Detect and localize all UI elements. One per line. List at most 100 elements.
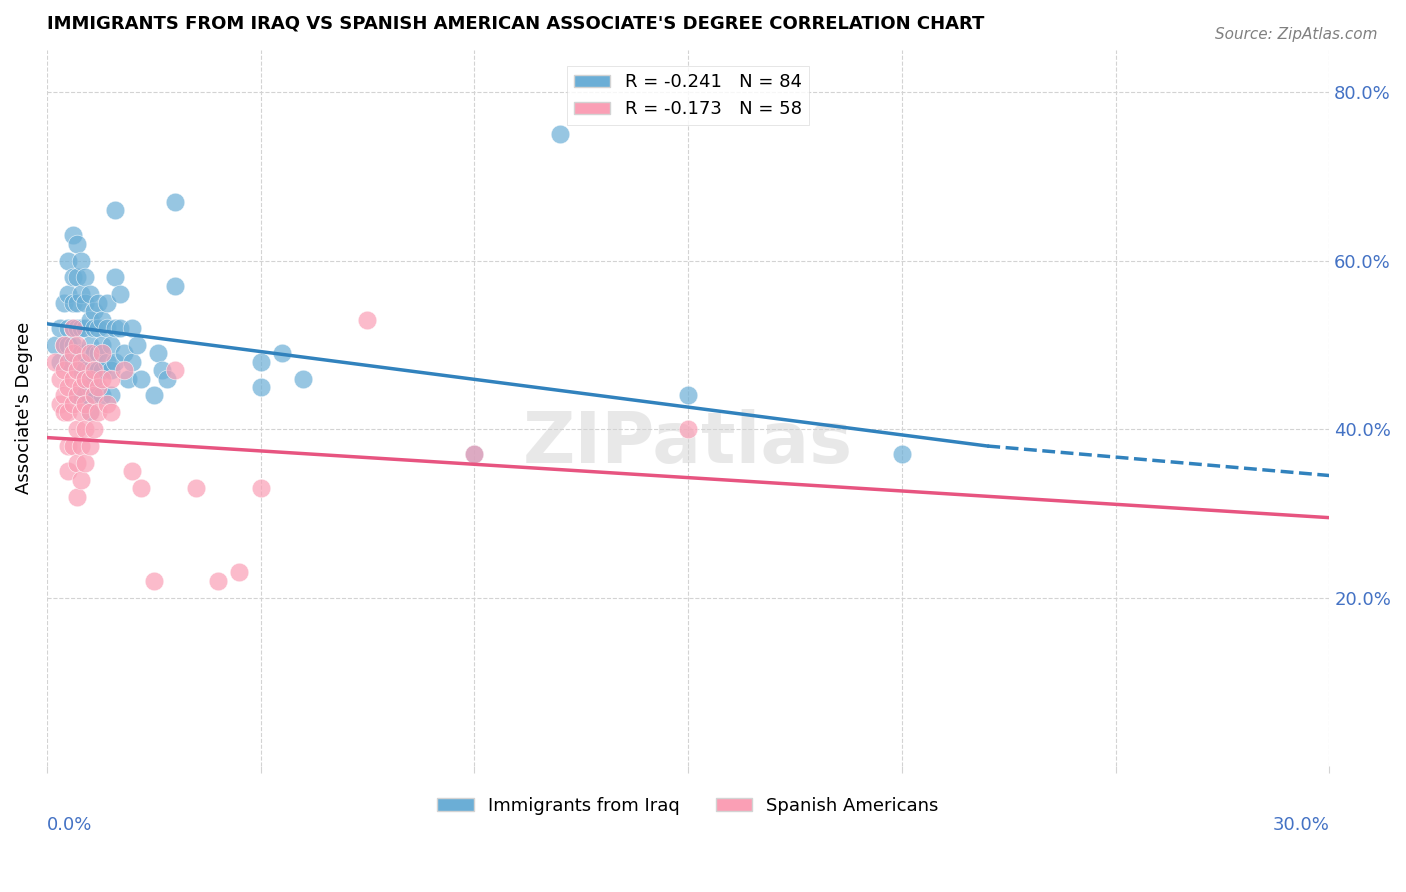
Point	[83, 346, 105, 360]
Point	[53, 363, 76, 377]
Point	[66, 363, 89, 377]
Point	[292, 371, 315, 385]
Y-axis label: Associate's Degree: Associate's Degree	[15, 322, 32, 494]
Point	[129, 481, 152, 495]
Point	[70, 473, 93, 487]
Point	[44, 338, 66, 352]
Point	[62, 321, 84, 335]
Point	[75, 388, 97, 402]
Point	[53, 338, 76, 352]
Point	[58, 338, 80, 352]
Point	[87, 380, 110, 394]
Point	[676, 422, 699, 436]
Point	[48, 371, 70, 385]
Point	[66, 456, 89, 470]
Point	[62, 346, 84, 360]
Point	[125, 338, 148, 352]
Point	[75, 371, 97, 385]
Point	[70, 321, 93, 335]
Point	[96, 355, 118, 369]
Text: ZIPatlas: ZIPatlas	[523, 409, 853, 478]
Point	[70, 439, 93, 453]
Point	[70, 253, 93, 268]
Point	[66, 355, 89, 369]
Point	[53, 295, 76, 310]
Point	[48, 397, 70, 411]
Point	[62, 321, 84, 335]
Point	[62, 270, 84, 285]
Point	[75, 397, 97, 411]
Point	[87, 363, 110, 377]
Point	[75, 363, 97, 377]
Text: IMMIGRANTS FROM IRAQ VS SPANISH AMERICAN ASSOCIATE'S DEGREE CORRELATION CHART: IMMIGRANTS FROM IRAQ VS SPANISH AMERICAN…	[46, 15, 984, 33]
Point	[121, 355, 143, 369]
Point	[249, 355, 271, 369]
Point	[121, 321, 143, 335]
Point	[96, 321, 118, 335]
Point	[83, 363, 105, 377]
Point	[79, 346, 101, 360]
Point	[83, 304, 105, 318]
Point	[66, 388, 89, 402]
Point	[249, 380, 271, 394]
Text: 0.0%: 0.0%	[46, 816, 93, 835]
Point	[62, 338, 84, 352]
Point	[87, 295, 110, 310]
Point	[66, 338, 89, 352]
Point	[66, 321, 89, 335]
Point	[53, 388, 76, 402]
Point	[66, 422, 89, 436]
Point	[83, 371, 105, 385]
Point	[104, 270, 127, 285]
Point	[91, 388, 114, 402]
Point	[87, 346, 110, 360]
Point	[96, 397, 118, 411]
Point	[87, 405, 110, 419]
Point	[150, 363, 173, 377]
Point	[70, 380, 93, 394]
Point	[79, 371, 101, 385]
Point	[108, 321, 131, 335]
Point	[142, 574, 165, 588]
Point	[155, 371, 177, 385]
Point	[66, 295, 89, 310]
Point	[142, 388, 165, 402]
Point	[79, 363, 101, 377]
Point	[91, 312, 114, 326]
Point	[165, 363, 187, 377]
Point	[100, 388, 122, 402]
Point	[58, 464, 80, 478]
Point	[44, 355, 66, 369]
Point	[58, 355, 80, 369]
Point	[100, 405, 122, 419]
Point	[83, 388, 105, 402]
Point	[70, 405, 93, 419]
Point	[48, 321, 70, 335]
Point	[96, 295, 118, 310]
Point	[79, 287, 101, 301]
Point	[79, 405, 101, 419]
Point	[66, 236, 89, 251]
Point	[75, 270, 97, 285]
Point	[108, 287, 131, 301]
Point	[91, 363, 114, 377]
Point	[676, 388, 699, 402]
Point	[66, 270, 89, 285]
Point	[100, 338, 122, 352]
Point	[117, 371, 139, 385]
Point	[207, 574, 229, 588]
Point	[58, 287, 80, 301]
Point	[58, 439, 80, 453]
Point	[75, 321, 97, 335]
Point	[62, 397, 84, 411]
Point	[83, 422, 105, 436]
Point	[58, 380, 80, 394]
Point	[75, 456, 97, 470]
Point	[548, 127, 571, 141]
Point	[104, 202, 127, 217]
Point	[79, 405, 101, 419]
Point	[75, 346, 97, 360]
Point	[48, 355, 70, 369]
Point	[186, 481, 208, 495]
Point	[91, 346, 114, 360]
